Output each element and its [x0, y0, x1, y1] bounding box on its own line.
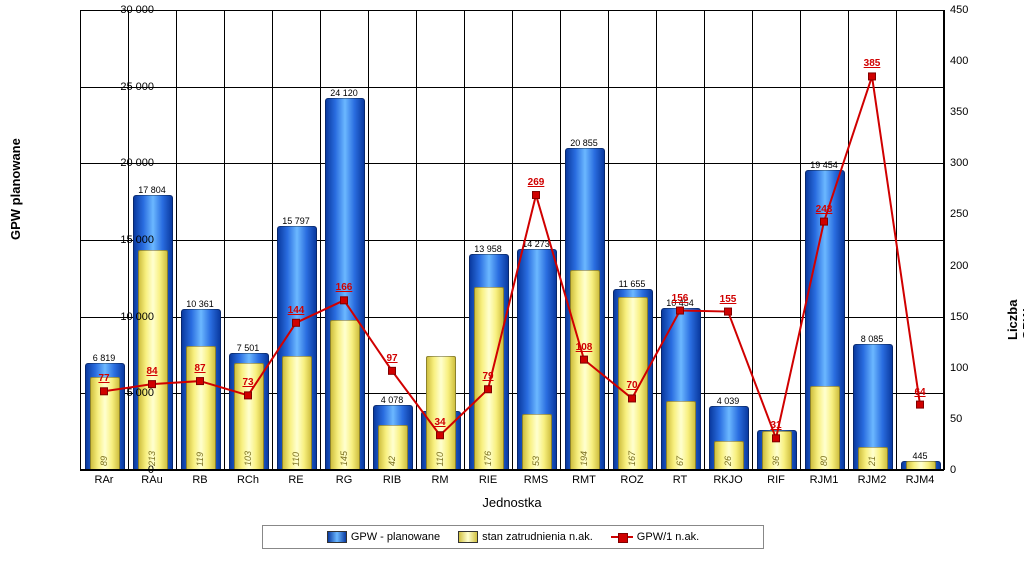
category-label: RJM4	[896, 474, 944, 486]
category-label: RMS	[512, 474, 560, 486]
legend-item-stan-zatrudnienia: stan zatrudnienia n.ak.	[458, 531, 593, 543]
line-value-label: 70	[617, 380, 647, 391]
category-label: RCh	[224, 474, 272, 486]
category-label: RIB	[368, 474, 416, 486]
category-label: RIE	[464, 474, 512, 486]
y2-tick-label: 350	[950, 106, 990, 118]
category-label: RT	[656, 474, 704, 486]
line-marker	[197, 378, 204, 385]
line-series-svg	[80, 10, 944, 470]
y1-tick-label: 30 000	[104, 4, 154, 16]
x-axis-title: Jednostka	[0, 495, 1024, 510]
y2-tick-label: 400	[950, 55, 990, 67]
line-value-label: 31	[761, 420, 791, 431]
y2-tick-label: 250	[950, 208, 990, 220]
line-marker	[533, 192, 540, 199]
y2-axis-title: Liczba GPW na 1 n.ak.	[1005, 300, 1024, 340]
category-label: RG	[320, 474, 368, 486]
line-value-label: 166	[329, 282, 359, 293]
legend-item-gpw-planowane: GPW - planowane	[327, 531, 440, 543]
line-marker	[245, 392, 252, 399]
line-value-label: 79	[473, 371, 503, 382]
y1-tick-label: 15 000	[104, 234, 154, 246]
line-marker	[341, 297, 348, 304]
line-series	[104, 76, 920, 438]
line-marker	[725, 308, 732, 315]
line-value-label: 64	[905, 387, 935, 398]
category-label: RAu	[128, 474, 176, 486]
y2-tick-label: 300	[950, 157, 990, 169]
category-label: RB	[176, 474, 224, 486]
gridline	[944, 10, 945, 470]
line-value-label: 155	[713, 294, 743, 305]
legend-swatch-yellow	[458, 531, 478, 543]
line-value-label: 156	[665, 293, 695, 304]
line-marker	[389, 367, 396, 374]
line-value-label: 144	[281, 305, 311, 316]
y1-tick-label: 10 000	[104, 311, 154, 323]
line-marker	[869, 73, 876, 80]
gridline	[80, 470, 944, 471]
line-value-label: 385	[857, 58, 887, 69]
y1-tick-label: 25 000	[104, 81, 154, 93]
category-label: RMT	[560, 474, 608, 486]
line-marker	[437, 432, 444, 439]
y2-tick-label: 150	[950, 311, 990, 323]
category-label: RJM1	[800, 474, 848, 486]
legend-label: GPW - planowane	[351, 531, 440, 543]
line-value-label: 77	[89, 373, 119, 384]
line-value-label: 84	[137, 366, 167, 377]
legend-swatch-blue	[327, 531, 347, 543]
category-label: RJM2	[848, 474, 896, 486]
line-marker	[917, 401, 924, 408]
category-label: RKJO	[704, 474, 752, 486]
y2-tick-label: 0	[950, 464, 990, 476]
line-value-label: 34	[425, 417, 455, 428]
category-label: RIF	[752, 474, 800, 486]
category-label: RM	[416, 474, 464, 486]
y1-tick-label: 20 000	[104, 157, 154, 169]
line-marker	[677, 307, 684, 314]
y2-tick-label: 200	[950, 260, 990, 272]
legend-label: GPW/1 n.ak.	[637, 531, 699, 543]
line-marker	[821, 218, 828, 225]
line-marker	[581, 356, 588, 363]
plot: 6 8198917 80421310 3611197 50110315 7971…	[80, 10, 944, 470]
line-marker	[629, 395, 636, 402]
y1-axis-title: GPW planowane	[8, 138, 23, 240]
y2-tick-label: 100	[950, 362, 990, 374]
legend-swatch-line	[611, 532, 633, 542]
line-value-label: 243	[809, 204, 839, 215]
line-value-label: 108	[569, 342, 599, 353]
legend-label: stan zatrudnienia n.ak.	[482, 531, 593, 543]
line-marker	[293, 319, 300, 326]
line-value-label: 73	[233, 377, 263, 388]
category-label: ROZ	[608, 474, 656, 486]
legend: GPW - planowane stan zatrudnienia n.ak. …	[262, 525, 764, 549]
line-value-label: 87	[185, 363, 215, 374]
line-value-label: 269	[521, 177, 551, 188]
y2-tick-label: 50	[950, 413, 990, 425]
category-label: RE	[272, 474, 320, 486]
legend-item-gpw-per-nak: GPW/1 n.ak.	[611, 531, 699, 543]
y1-tick-label: 5 000	[104, 387, 154, 399]
line-value-label: 97	[377, 353, 407, 364]
y2-tick-label: 450	[950, 4, 990, 16]
line-marker	[485, 386, 492, 393]
plot-area: 6 8198917 80421310 3611197 50110315 7971…	[80, 10, 944, 470]
category-label: RAr	[80, 474, 128, 486]
line-marker	[773, 435, 780, 442]
